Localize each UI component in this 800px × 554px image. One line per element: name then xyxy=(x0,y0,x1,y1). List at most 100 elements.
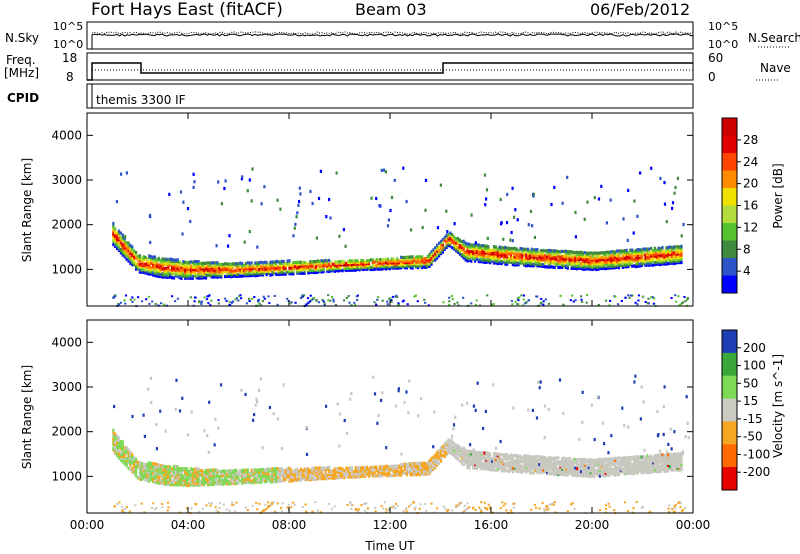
data-cell xyxy=(362,469,365,473)
data-cell xyxy=(193,271,196,275)
data-cell xyxy=(403,464,407,468)
data-cell xyxy=(150,261,153,265)
data-cell xyxy=(426,256,429,260)
data-cell xyxy=(417,466,420,470)
data-cell xyxy=(511,262,514,267)
data-cell xyxy=(540,257,543,261)
data-cell xyxy=(260,268,263,272)
data-cell xyxy=(589,262,592,266)
data-cell xyxy=(152,259,155,263)
data-cell xyxy=(445,442,448,446)
data-cell xyxy=(405,462,408,466)
data-cell xyxy=(364,469,367,473)
data-cell xyxy=(286,261,289,265)
data-cell xyxy=(519,465,522,469)
data-cell xyxy=(576,467,579,471)
data-cell xyxy=(295,215,298,219)
data-cell xyxy=(470,302,473,305)
data-cell xyxy=(201,265,204,269)
data-cell xyxy=(210,468,213,472)
data-cell xyxy=(580,470,583,474)
data-cell xyxy=(131,263,134,267)
data-cell xyxy=(441,245,444,249)
data-cell xyxy=(381,474,384,478)
data-cell xyxy=(119,231,122,235)
data-cell xyxy=(303,467,306,471)
data-cell xyxy=(500,469,503,473)
data-cell xyxy=(612,264,615,268)
data-cell xyxy=(502,467,505,471)
data-cell xyxy=(492,454,496,458)
data-cell xyxy=(212,270,215,274)
data-cell xyxy=(354,268,357,272)
data-cell xyxy=(216,261,219,265)
data-cell xyxy=(237,299,240,302)
data-cell xyxy=(396,473,399,477)
data-cell xyxy=(178,476,181,480)
data-cell xyxy=(360,264,363,268)
data-cell xyxy=(271,260,274,264)
data-cell xyxy=(545,249,549,253)
data-cell xyxy=(568,262,571,266)
data-cell xyxy=(220,267,223,271)
data-cell xyxy=(366,472,369,476)
data-cell xyxy=(422,472,425,477)
data-cell xyxy=(349,268,352,272)
data-cell xyxy=(627,261,630,265)
data-cell xyxy=(380,168,383,172)
data-cell xyxy=(343,263,346,267)
data-cell xyxy=(396,296,399,299)
data-cell xyxy=(455,247,458,252)
data-cell xyxy=(290,479,293,483)
data-cell xyxy=(206,477,210,481)
data-cell xyxy=(464,456,467,460)
data-cell xyxy=(178,483,181,487)
data-cell xyxy=(220,273,223,277)
data-cell xyxy=(390,466,393,470)
data-cell xyxy=(282,268,285,273)
data-cell xyxy=(223,186,226,191)
data-cell xyxy=(261,475,265,479)
data-cell xyxy=(583,467,586,471)
data-cell xyxy=(419,463,422,467)
data-cell xyxy=(659,176,662,181)
data-cell xyxy=(152,473,155,477)
data-cell xyxy=(574,468,577,472)
data-cell xyxy=(155,481,158,485)
data-cell xyxy=(485,188,489,192)
data-cell xyxy=(606,250,609,254)
data-cell xyxy=(462,249,465,253)
data-cell xyxy=(250,199,253,203)
data-cell xyxy=(201,270,204,275)
data-cell xyxy=(256,477,259,481)
data-cell xyxy=(297,268,300,272)
data-cell xyxy=(309,262,312,266)
data-cell xyxy=(525,470,528,474)
data-cell xyxy=(680,244,683,248)
data-cell xyxy=(309,270,312,274)
data-cell xyxy=(167,475,170,479)
data-cell xyxy=(354,260,357,265)
data-cell xyxy=(295,470,299,474)
data-cell xyxy=(188,269,191,273)
data-cell xyxy=(171,481,174,485)
data-cell xyxy=(598,262,602,266)
data-cell xyxy=(617,251,621,255)
data-cell xyxy=(206,468,210,472)
data-cell xyxy=(521,247,524,251)
data-cell xyxy=(121,249,124,253)
data-cell xyxy=(559,294,562,297)
data-cell xyxy=(581,262,585,266)
data-cell xyxy=(631,261,634,265)
data-cell xyxy=(602,251,605,255)
data-cell xyxy=(614,473,617,477)
data-cell xyxy=(616,262,619,266)
data-cell xyxy=(569,299,572,302)
data-cell xyxy=(278,260,282,264)
data-cell xyxy=(667,253,670,257)
data-cell xyxy=(218,262,221,267)
data-cell xyxy=(328,197,331,202)
data-cell xyxy=(551,462,554,466)
data-cell xyxy=(316,261,319,265)
data-cell xyxy=(149,240,152,245)
